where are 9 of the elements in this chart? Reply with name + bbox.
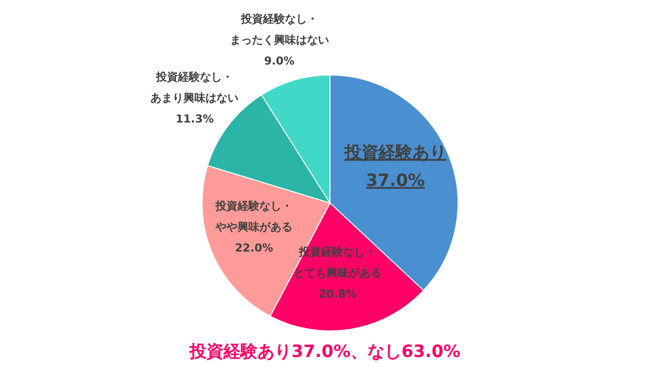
data-label: 22.0% — [234, 241, 274, 254]
slice-label: 投資経験なし・あまり興味はない — [150, 70, 239, 105]
data-label: 37.0% — [366, 171, 425, 192]
slice-label: 投資経験なし・まったく興味はない — [230, 12, 329, 47]
data-label: 11.3% — [176, 112, 214, 126]
data-label: 9.0% — [264, 54, 295, 68]
data-label: 20.8% — [318, 288, 357, 301]
slice-label: 投資経験なし・やや興味がある — [214, 199, 293, 234]
text: 投資経験あり37.0%、なし63.0% — [188, 341, 462, 363]
